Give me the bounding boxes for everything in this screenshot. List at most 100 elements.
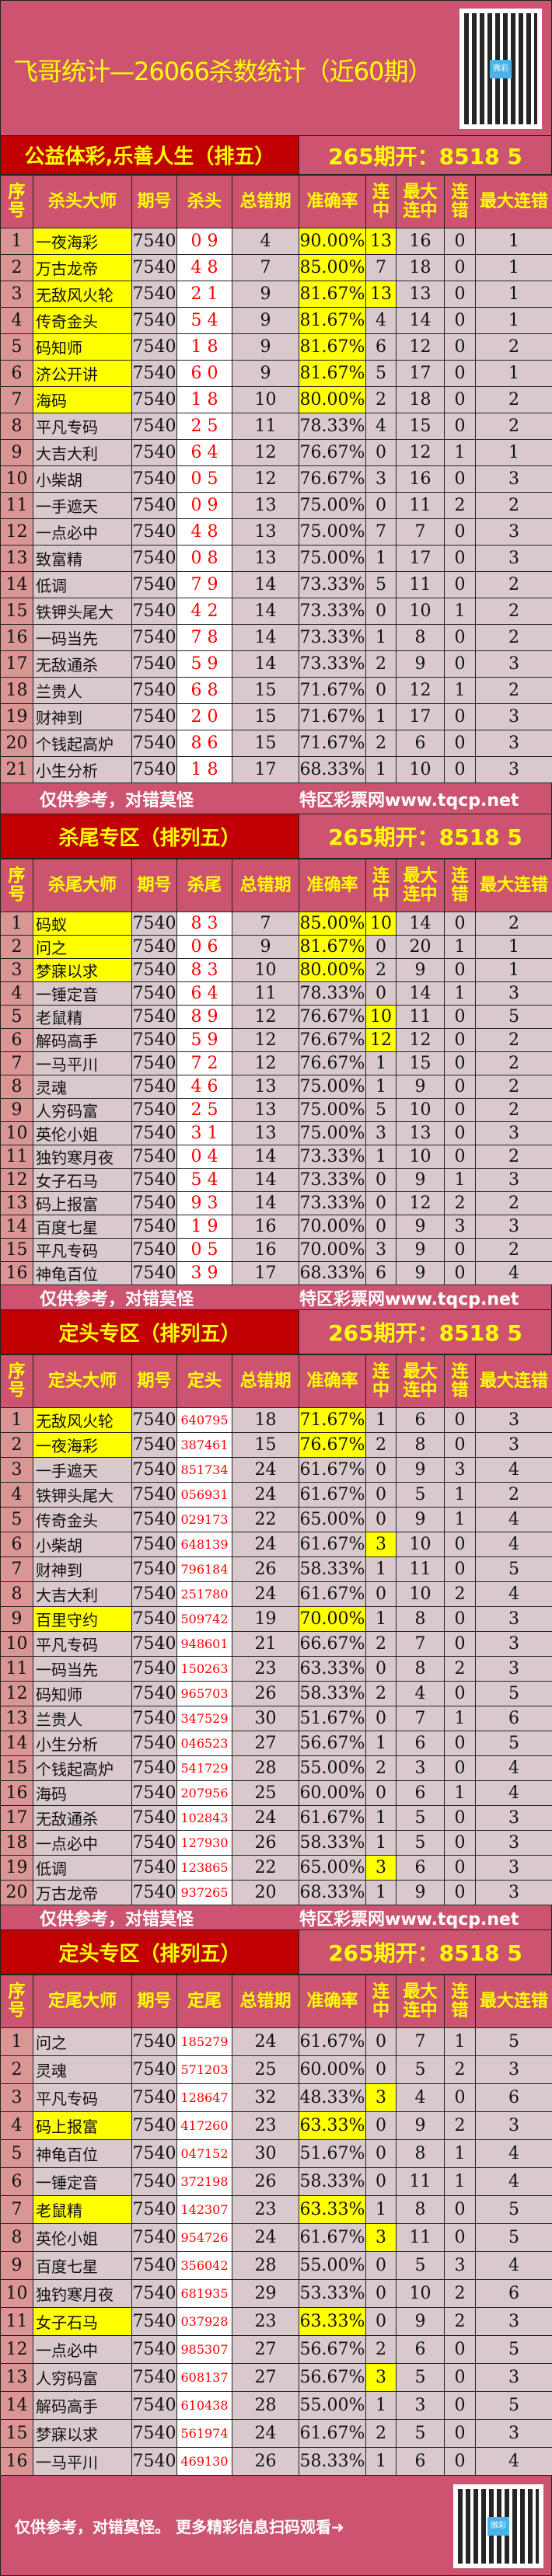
cell-master: 问之 <box>33 936 132 959</box>
cell-max-streak-miss: 3 <box>476 1607 552 1632</box>
cell-index: 3 <box>1 1458 33 1483</box>
cell-max-streak-miss: 6 <box>476 2084 552 2112</box>
cell-total-miss: 24 <box>232 2224 299 2252</box>
cell-accuracy: 70.00% <box>299 1215 366 1239</box>
column-header: 最大连中 <box>397 859 445 912</box>
cell-issue: 7540 <box>132 572 177 598</box>
cell-issue: 7540 <box>132 308 177 334</box>
cell-issue: 7540 <box>132 704 177 730</box>
cell-max-streak-hit: 8 <box>397 1607 445 1632</box>
column-header: 最大连错 <box>476 176 552 228</box>
cell-master: 女子石马 <box>33 2308 132 2336</box>
cell-streak-miss: 0 <box>445 334 476 361</box>
cell-streak-miss: 0 <box>445 2392 476 2420</box>
cell-issue: 7540 <box>132 1122 177 1145</box>
cell-issue: 7540 <box>132 2028 177 2056</box>
cell-streak-miss: 0 <box>445 546 476 572</box>
cell-streak-hit: 0 <box>366 1582 397 1607</box>
cell-total-miss: 4 <box>232 228 299 255</box>
disclaimer: 仅供参考，对错莫怪 <box>1 1905 299 1930</box>
cell-max-streak-hit: 11 <box>397 572 445 598</box>
cell-total-miss: 24 <box>232 1806 299 1831</box>
cell-streak-hit: 1 <box>366 1831 397 1856</box>
cell-issue: 7540 <box>132 2252 177 2280</box>
column-header: 杀头 <box>177 176 232 228</box>
cell-max-streak-miss: 5 <box>476 2028 552 2056</box>
cell-accuracy: 73.33% <box>299 1145 366 1169</box>
cell-max-streak-miss: 4 <box>476 2168 552 2196</box>
cell-max-streak-miss: 4 <box>476 1756 552 1781</box>
cell-max-streak-hit: 8 <box>397 2140 445 2168</box>
cell-total-miss: 28 <box>232 2392 299 2420</box>
cell-streak-hit: 1 <box>366 2448 397 2476</box>
cell-streak-miss: 0 <box>445 2420 476 2448</box>
cell-issue: 7540 <box>132 361 177 387</box>
cell-max-streak-miss: 1 <box>476 255 552 281</box>
cell-index: 3 <box>1 281 33 308</box>
cell-max-streak-miss: 3 <box>476 1408 552 1433</box>
cell-master: 济公开讲 <box>33 361 132 387</box>
cell-master: 一锤定音 <box>33 982 132 1006</box>
cell-total-miss: 26 <box>232 1682 299 1706</box>
cell-max-streak-miss: 1 <box>476 936 552 959</box>
cell-master: 码上报富 <box>33 2112 132 2140</box>
cell-max-streak-miss: 1 <box>476 361 552 387</box>
cell-accuracy: 76.67% <box>299 1029 366 1052</box>
cell-master: 一马平川 <box>33 2448 132 2476</box>
cell-max-streak-miss: 3 <box>476 982 552 1006</box>
cell-pick: 6 8 <box>177 678 232 704</box>
cell-index: 15 <box>1 2420 33 2448</box>
cell-accuracy: 65.00% <box>299 1856 366 1881</box>
cell-index: 12 <box>1 1682 33 1706</box>
cell-max-streak-hit: 9 <box>397 1881 445 1905</box>
cell-pick: 046523 <box>177 1731 232 1756</box>
cell-index: 9 <box>1 1099 33 1122</box>
cell-total-miss: 7 <box>232 912 299 936</box>
cell-issue: 7540 <box>132 1508 177 1532</box>
cell-streak-hit: 13 <box>366 281 397 308</box>
column-header: 总错期 <box>232 1975 299 2028</box>
cell-master: 个钱起高炉 <box>33 730 132 757</box>
cell-total-miss: 24 <box>232 1582 299 1607</box>
cell-max-streak-miss: 5 <box>476 2224 552 2252</box>
cell-accuracy: 80.00% <box>299 959 366 982</box>
cell-streak-hit: 2 <box>366 959 397 982</box>
cell-max-streak-hit: 12 <box>397 1192 445 1215</box>
cell-max-streak-hit: 6 <box>397 1408 445 1433</box>
cell-total-miss: 25 <box>232 2056 299 2084</box>
cell-index: 1 <box>1 1408 33 1433</box>
cell-streak-hit: 0 <box>366 1657 397 1682</box>
cell-total-miss: 17 <box>232 757 299 783</box>
cell-index: 17 <box>1 651 33 678</box>
cell-max-streak-miss: 4 <box>476 1508 552 1532</box>
cell-issue: 7540 <box>132 546 177 572</box>
cell-accuracy: 75.00% <box>299 519 366 546</box>
cell-total-miss: 27 <box>232 2364 299 2392</box>
cell-issue: 7540 <box>132 1856 177 1881</box>
site-link[interactable]: 特区彩票网www.tqcp.net <box>299 1285 551 1310</box>
cell-issue: 7540 <box>132 1052 177 1075</box>
cell-max-streak-miss: 3 <box>476 2056 552 2084</box>
cell-issue: 7540 <box>132 2224 177 2252</box>
cell-max-streak-hit: 14 <box>397 982 445 1006</box>
cell-streak-miss: 0 <box>445 1262 476 1285</box>
cell-master: 一码当先 <box>33 625 132 651</box>
section-header: 杀尾专区（排列五）265期开：8518 5 <box>0 814 552 859</box>
cell-max-streak-hit: 5 <box>397 1806 445 1831</box>
cell-total-miss: 24 <box>232 1458 299 1483</box>
cell-max-streak-miss: 3 <box>476 1215 552 1239</box>
site-link[interactable]: 特区彩票网www.tqcp.net <box>299 786 551 811</box>
page-title: 飞哥统计—26066杀数统计（近60期） <box>13 52 449 88</box>
column-header: 最大连错 <box>476 1975 552 2028</box>
cell-total-miss: 26 <box>232 1831 299 1856</box>
site-link[interactable]: 特区彩票网www.tqcp.net <box>299 1905 551 1930</box>
cell-max-streak-miss: 4 <box>476 1262 552 1285</box>
cell-index: 1 <box>1 912 33 936</box>
